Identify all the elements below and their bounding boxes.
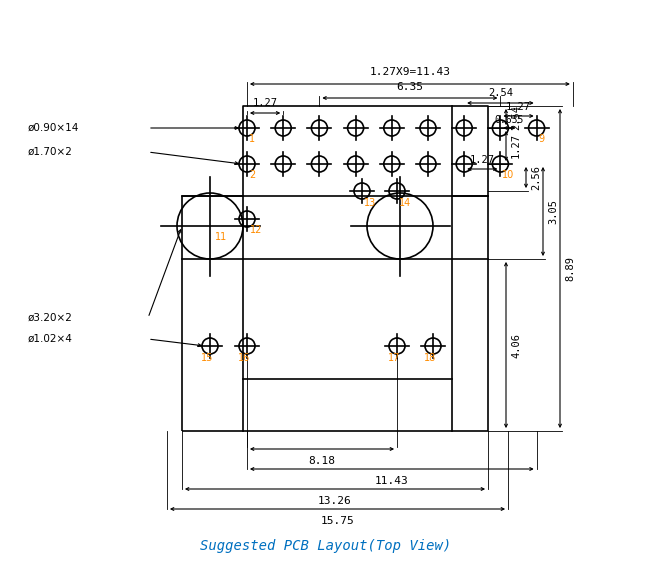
Text: ø0.90×14: ø0.90×14 (28, 123, 80, 133)
Text: 0.635: 0.635 (495, 115, 524, 125)
Text: 15: 15 (201, 353, 213, 363)
Text: 1.27: 1.27 (506, 102, 531, 112)
Text: ø1.70×2: ø1.70×2 (28, 147, 73, 157)
Text: 18: 18 (424, 353, 436, 363)
Text: Suggested PCB Layout(Top View): Suggested PCB Layout(Top View) (200, 539, 452, 553)
Text: 1.27: 1.27 (470, 155, 495, 165)
Text: 11: 11 (215, 232, 228, 242)
Text: 4.06: 4.06 (511, 332, 521, 357)
Text: ø3.20×2: ø3.20×2 (28, 313, 73, 323)
Text: 6.35: 6.35 (396, 82, 423, 92)
Text: 1.27: 1.27 (511, 134, 521, 158)
Text: 16: 16 (238, 353, 250, 363)
Text: 12: 12 (250, 225, 262, 235)
Text: 14: 14 (399, 198, 411, 208)
Text: 1.27X9=11.43: 1.27X9=11.43 (370, 67, 451, 77)
Text: 9: 9 (539, 134, 544, 144)
Text: 13.26: 13.26 (318, 496, 352, 506)
Text: 8.18: 8.18 (308, 456, 336, 466)
Text: 15.75: 15.75 (321, 516, 355, 526)
Text: 8.89: 8.89 (565, 256, 575, 281)
Text: 17: 17 (388, 353, 400, 363)
Text: 1: 1 (249, 134, 255, 144)
Text: ø1.02×4: ø1.02×4 (28, 334, 73, 344)
Text: 2.54: 2.54 (488, 88, 513, 98)
Text: 1.27: 1.27 (252, 98, 278, 108)
Text: 11.43: 11.43 (375, 476, 409, 486)
Text: 2.56: 2.56 (531, 165, 541, 190)
Text: 3.05: 3.05 (548, 199, 558, 224)
Text: 10: 10 (503, 170, 514, 180)
Text: 13: 13 (364, 198, 376, 208)
Text: 2: 2 (249, 170, 255, 180)
Text: 2.54: 2.54 (511, 105, 521, 130)
